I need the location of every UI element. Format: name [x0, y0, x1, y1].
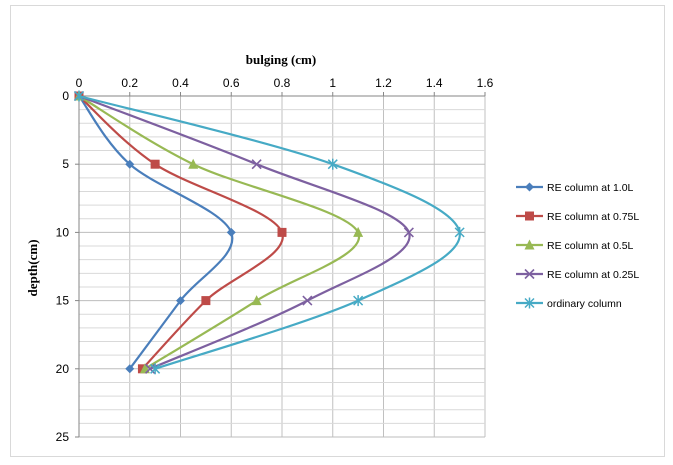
x-tick-label: 1.6 — [477, 76, 494, 90]
y-tick-label: 10 — [56, 225, 70, 239]
legend-marker — [524, 239, 535, 250]
data-point-stroke — [302, 295, 313, 306]
axis-layer: 0 0.2 0.4 0.6 0.8 1 1.2 1.4 1.6 0 5 10 15 20 25 — [56, 76, 494, 444]
y-tick-label: 0 — [62, 89, 69, 103]
x-axis-title: bulging (cm) — [246, 52, 316, 67]
legend-marker — [524, 297, 535, 309]
data-point — [251, 295, 262, 306]
legend-label: RE column at 0.25L — [547, 269, 639, 281]
data-point-stroke — [403, 227, 414, 238]
legend-marker — [525, 211, 534, 221]
legend-label: RE column at 0.75L — [547, 211, 639, 223]
legend-marker — [524, 268, 535, 280]
series-4 — [73, 90, 465, 375]
data-point — [73, 90, 85, 102]
legend-item: ordinary column — [516, 297, 622, 310]
x-tick-label: 0.8 — [274, 76, 291, 90]
data-point — [251, 159, 262, 170]
y-tick-label: 5 — [62, 157, 69, 171]
data-point — [277, 227, 287, 237]
y-tick-label: 25 — [56, 430, 70, 444]
legend-marker — [525, 182, 534, 192]
data-point-stroke — [251, 159, 262, 170]
data-point — [201, 296, 211, 306]
x-tick-label: 0.2 — [121, 76, 138, 90]
legend-marker-stroke — [524, 268, 535, 280]
data-point — [327, 158, 338, 170]
data-point — [454, 226, 465, 238]
y-tick-label: 15 — [56, 294, 70, 308]
data-point — [403, 227, 414, 238]
data-point — [150, 363, 161, 375]
data-point — [302, 295, 313, 306]
legend-label: ordinary column — [547, 298, 622, 310]
legend-item: RE column at 0.5L — [516, 239, 634, 252]
legend-item: RE column at 0.25L — [516, 268, 639, 281]
y-tick-label: 20 — [56, 362, 70, 376]
data-point — [125, 159, 135, 169]
x-tick-label: 1 — [329, 76, 336, 90]
x-tick-label: 1.2 — [375, 76, 392, 90]
data-point — [125, 364, 135, 374]
x-tick-label: 0.6 — [223, 76, 240, 90]
data-point — [353, 226, 364, 237]
chart-frame: 0 0.2 0.4 0.6 0.8 1 1.2 1.4 1.6 0 5 10 15 20 25 RE col… — [10, 5, 665, 457]
data-point — [226, 227, 236, 237]
data-point — [150, 159, 160, 169]
series-3 — [73, 90, 414, 374]
data-point — [353, 295, 364, 307]
x-tick-label: 0.4 — [172, 76, 189, 90]
y-axis-title: depth(cm) — [25, 239, 40, 296]
grid-layer — [78, 96, 486, 438]
legend-item: RE column at 1.0L — [516, 182, 634, 194]
legend-item: RE column at 0.75L — [516, 211, 639, 223]
legend-label: RE column at 0.5L — [547, 240, 634, 252]
legend: RE column at 1.0L RE column at 0.75L RE co… — [516, 182, 639, 310]
series-line — [78, 94, 461, 370]
x-tick-label: 0 — [76, 76, 83, 90]
data-point — [188, 158, 199, 169]
chart-svg: 0 0.2 0.4 0.6 0.8 1 1.2 1.4 1.6 0 5 10 15 20 25 RE col… — [25, 52, 639, 444]
series-layer — [73, 90, 465, 375]
legend-label: RE column at 1.0L — [547, 182, 634, 194]
x-tick-label: 1.4 — [426, 76, 443, 90]
data-point — [176, 296, 185, 306]
